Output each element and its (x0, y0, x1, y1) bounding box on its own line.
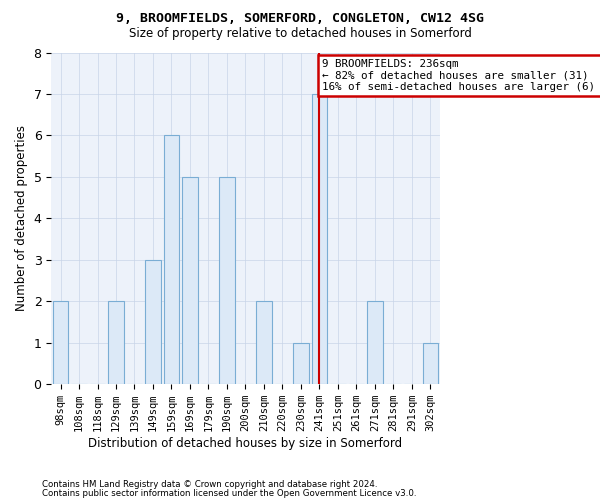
Bar (219, 177, 235, 384)
Bar (293, 343, 309, 384)
Bar (53, 302, 68, 384)
Bar (145, 260, 161, 384)
Bar (311, 94, 327, 384)
Bar (182, 177, 198, 384)
Text: Contains public sector information licensed under the Open Government Licence v3: Contains public sector information licen… (42, 488, 416, 498)
Text: 9 BROOMFIELDS: 236sqm
← 82% of detached houses are smaller (31)
16% of semi-deta: 9 BROOMFIELDS: 236sqm ← 82% of detached … (322, 58, 600, 92)
Bar (422, 343, 438, 384)
Bar (108, 302, 124, 384)
Text: 9, BROOMFIELDS, SOMERFORD, CONGLETON, CW12 4SG: 9, BROOMFIELDS, SOMERFORD, CONGLETON, CW… (116, 12, 484, 26)
X-axis label: Distribution of detached houses by size in Somerford: Distribution of detached houses by size … (88, 437, 403, 450)
Text: Contains HM Land Registry data © Crown copyright and database right 2024.: Contains HM Land Registry data © Crown c… (42, 480, 377, 489)
Text: Size of property relative to detached houses in Somerford: Size of property relative to detached ho… (128, 28, 472, 40)
Bar (164, 136, 179, 384)
Bar (256, 302, 272, 384)
Bar (367, 302, 383, 384)
Y-axis label: Number of detached properties: Number of detached properties (15, 126, 28, 312)
